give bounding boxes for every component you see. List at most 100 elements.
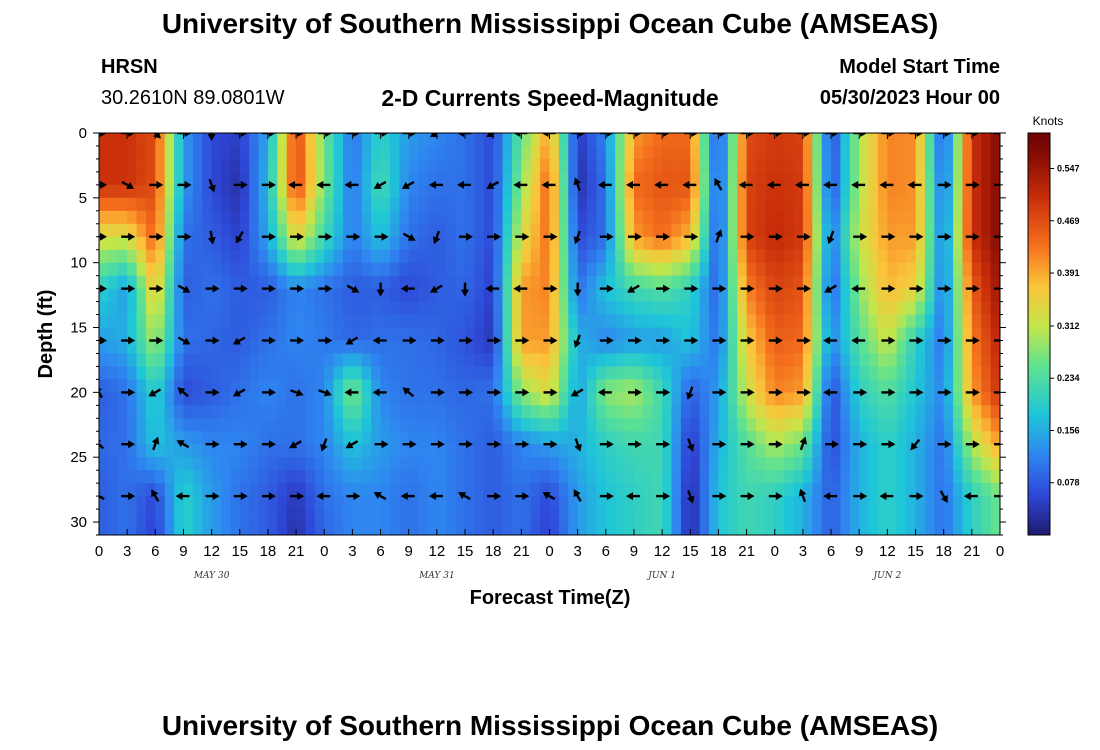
heatmap-cell bbox=[709, 236, 720, 251]
current-arrow bbox=[574, 438, 582, 452]
heatmap-cell bbox=[99, 314, 109, 329]
heatmap-cell bbox=[671, 314, 682, 329]
heatmap-cell bbox=[671, 470, 682, 484]
x-tick-label: 0 bbox=[996, 543, 1004, 560]
heatmap-cell bbox=[117, 197, 128, 212]
heatmap-cell bbox=[211, 522, 222, 535]
heatmap-cell bbox=[746, 392, 757, 406]
heatmap-cell bbox=[680, 158, 691, 173]
heatmap-cell bbox=[709, 457, 720, 471]
heatmap-cell bbox=[99, 405, 109, 419]
heatmap-cell bbox=[99, 145, 109, 160]
heatmap-cell bbox=[680, 418, 691, 432]
heatmap-cell bbox=[286, 340, 297, 355]
heatmap-cell bbox=[202, 470, 213, 484]
heatmap-cell bbox=[521, 301, 532, 316]
heatmap-cell bbox=[849, 171, 860, 186]
heatmap-cell bbox=[239, 158, 250, 173]
current-arrow bbox=[881, 336, 896, 345]
heatmap-cell bbox=[136, 483, 147, 497]
heatmap-cell bbox=[174, 314, 185, 329]
heatmap-cell bbox=[258, 327, 269, 342]
heatmap-cell bbox=[699, 184, 710, 199]
heatmap-cell bbox=[962, 483, 973, 497]
heatmap-cell bbox=[127, 366, 138, 380]
heatmap-cell bbox=[474, 275, 485, 290]
heatmap-cell bbox=[117, 249, 128, 264]
current-arrow bbox=[768, 284, 783, 293]
heatmap-cell bbox=[117, 288, 128, 303]
heatmap-cell bbox=[587, 509, 598, 523]
heatmap-cell bbox=[924, 158, 935, 173]
heatmap-cell bbox=[164, 288, 175, 303]
heatmap-cell bbox=[502, 314, 513, 329]
heatmap-cell bbox=[474, 288, 485, 303]
heatmap-cell bbox=[155, 171, 166, 186]
heatmap-cell bbox=[953, 496, 964, 510]
heatmap-cell bbox=[258, 236, 269, 251]
heatmap-cell bbox=[493, 379, 504, 393]
heatmap-cell bbox=[840, 223, 851, 238]
heatmap-cell bbox=[709, 522, 720, 535]
heatmap-cell bbox=[136, 288, 147, 303]
heatmap-cell bbox=[596, 522, 607, 535]
heatmap-cell bbox=[145, 405, 156, 419]
heatmap-cell bbox=[784, 483, 795, 497]
heatmap-cell bbox=[296, 262, 307, 277]
heatmap-cell bbox=[934, 327, 945, 342]
y-tick-label: 25 bbox=[70, 449, 87, 466]
heatmap-cell bbox=[230, 223, 241, 238]
heatmap-cell bbox=[277, 236, 288, 251]
heatmap-cell bbox=[202, 522, 213, 535]
heatmap-cell bbox=[793, 444, 804, 458]
heatmap-cell bbox=[587, 366, 598, 380]
heatmap-cell bbox=[211, 496, 222, 510]
current-arrow bbox=[177, 284, 191, 293]
current-arrow bbox=[994, 391, 1000, 394]
heatmap-cell bbox=[183, 133, 194, 147]
heatmap-cell bbox=[831, 158, 842, 173]
heatmap-cell bbox=[699, 457, 710, 471]
heatmap-cell bbox=[183, 249, 194, 264]
heatmap-cell bbox=[164, 262, 175, 277]
current-arrow bbox=[430, 388, 445, 397]
heatmap-cell bbox=[314, 418, 325, 432]
heatmap-cell bbox=[868, 133, 879, 147]
heatmap-cell bbox=[680, 457, 691, 471]
heatmap-cell bbox=[427, 314, 438, 329]
heatmap-cell bbox=[849, 223, 860, 238]
heatmap-cell bbox=[915, 275, 926, 290]
current-arrow bbox=[965, 232, 980, 241]
heatmap-cell bbox=[671, 236, 682, 251]
heatmap-cell bbox=[192, 340, 203, 355]
heatmap-cell bbox=[971, 275, 982, 290]
current-arrow bbox=[794, 180, 809, 189]
heatmap-cell bbox=[108, 197, 119, 212]
current-arrow bbox=[205, 440, 220, 449]
heatmap-cell bbox=[896, 392, 907, 406]
current-arrow bbox=[151, 489, 160, 502]
heatmap-cell bbox=[305, 340, 316, 355]
heatmap-cell bbox=[183, 392, 194, 406]
heatmap-cell bbox=[380, 470, 391, 484]
heatmap-cell bbox=[652, 353, 663, 368]
heatmap-cell bbox=[596, 133, 607, 147]
heatmap-cell bbox=[174, 236, 185, 251]
heatmap-cell bbox=[380, 366, 391, 380]
heatmap-cell bbox=[633, 210, 644, 225]
heatmap-cell bbox=[296, 236, 307, 251]
current-arrow bbox=[316, 180, 331, 189]
heatmap-cell bbox=[164, 431, 175, 445]
date-label: JUN 1 bbox=[646, 571, 676, 581]
heatmap-cell bbox=[587, 223, 598, 238]
heatmap-cell bbox=[727, 184, 738, 199]
heatmap-cell bbox=[418, 145, 429, 160]
heatmap-cell bbox=[380, 288, 391, 303]
heatmap-cell bbox=[699, 483, 710, 497]
heatmap-cell bbox=[971, 288, 982, 303]
heatmap-cell bbox=[174, 457, 185, 471]
current-arrow bbox=[628, 133, 642, 137]
heatmap-cell bbox=[371, 444, 382, 458]
heatmap-cell bbox=[183, 262, 194, 277]
heatmap-cell bbox=[868, 444, 879, 458]
